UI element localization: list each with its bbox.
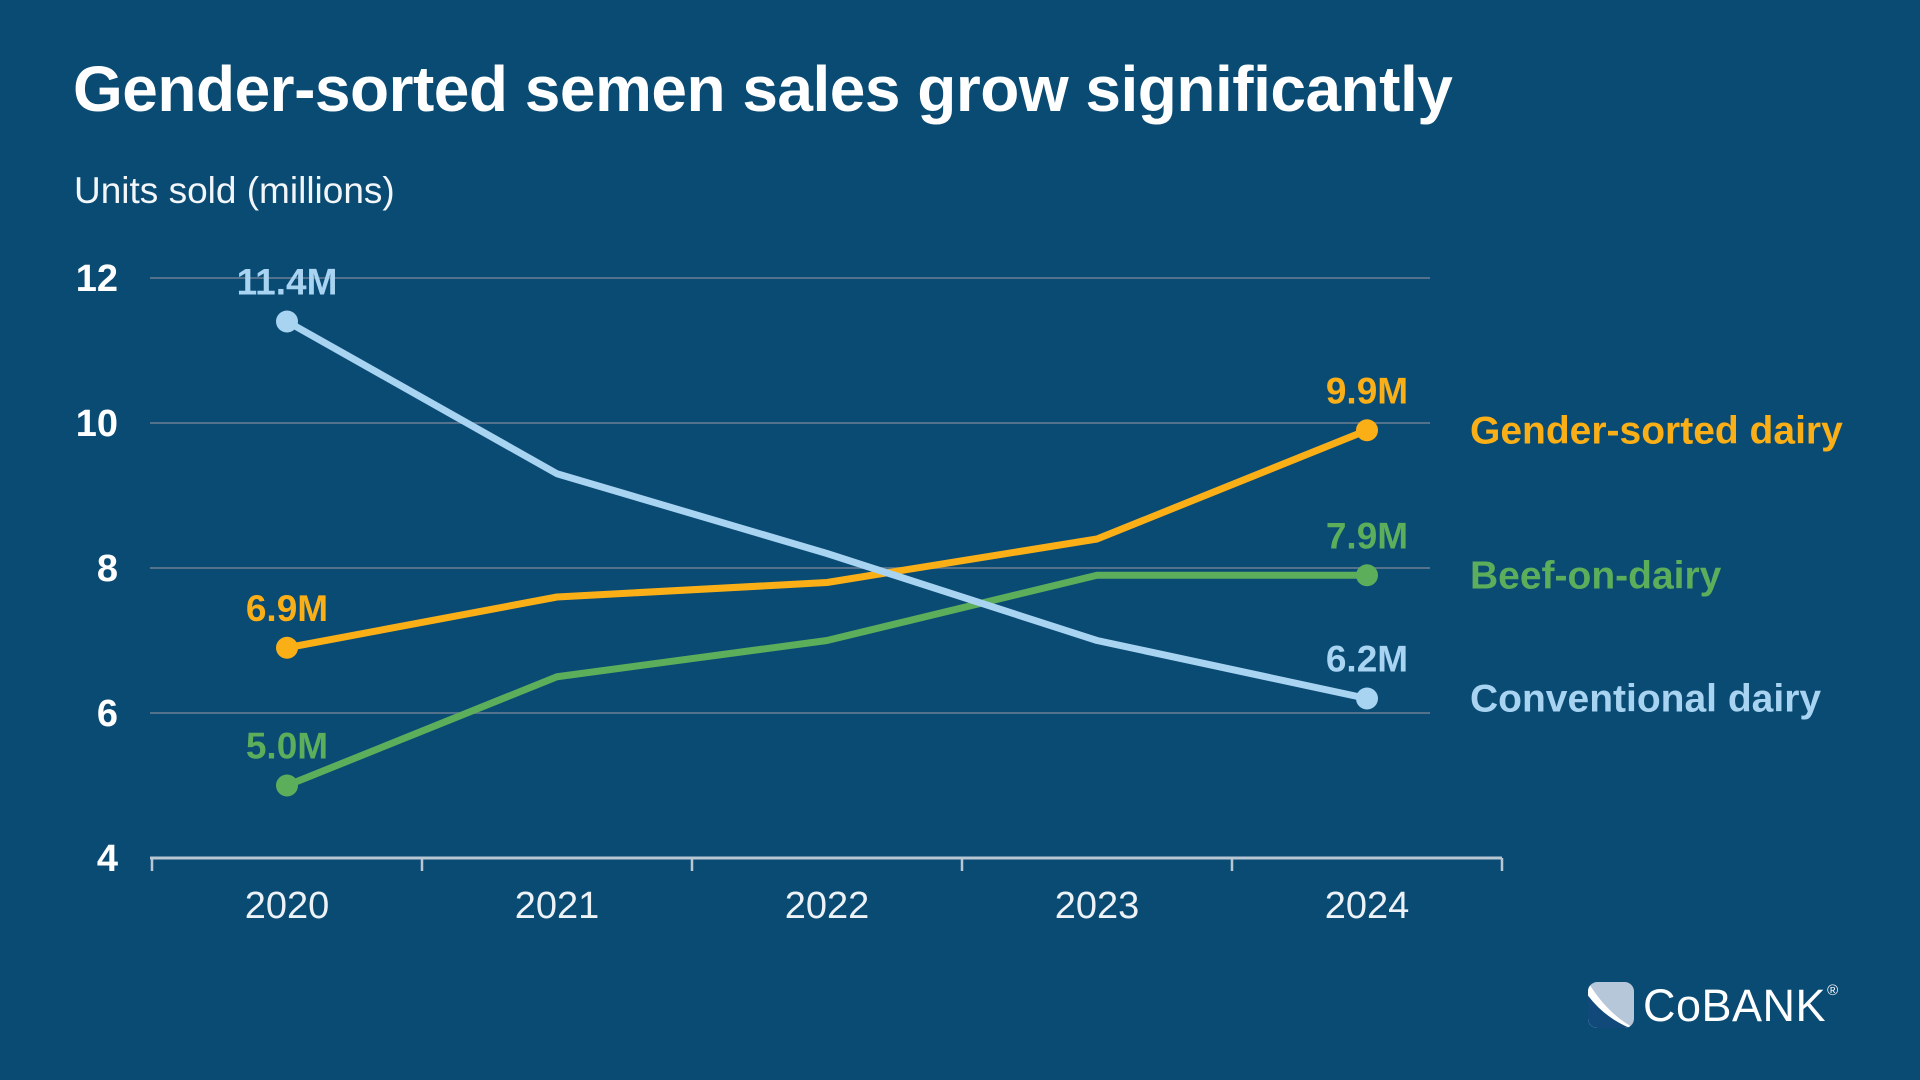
cobank-logo: CoBANK® bbox=[1588, 982, 1839, 1028]
series-line-gender-sorted-dairy bbox=[283, 426, 1371, 652]
x-axis-tick-label: 2022 bbox=[785, 885, 870, 927]
legend-label-beef-on-dairy: Beef-on-dairy bbox=[1470, 554, 1722, 597]
x-axis-tick-label: 2020 bbox=[245, 885, 330, 927]
registered-trademark-symbol: ® bbox=[1827, 981, 1839, 999]
x-axis-tick-label: 2021 bbox=[515, 885, 600, 927]
data-point-value-label-conventional-dairy: 6.2M bbox=[1326, 639, 1408, 680]
x-axis-tick-label: 2024 bbox=[1325, 885, 1410, 927]
cobank-logo-icon bbox=[1588, 982, 1634, 1028]
y-axis-tick-label: 4 bbox=[97, 838, 118, 880]
data-point-value-label-gender-sorted-dairy: 6.9M bbox=[246, 588, 328, 629]
y-axis-tick-label: 12 bbox=[76, 258, 118, 300]
y-axis-tick-label: 6 bbox=[97, 693, 118, 735]
data-point-value-label-conventional-dairy: 11.4M bbox=[237, 262, 338, 303]
data-point-marker-gender-sorted-dairy bbox=[276, 636, 298, 659]
legend-label-gender-sorted-dairy: Gender-sorted dairy bbox=[1470, 409, 1843, 452]
series-line-beef-on-dairy bbox=[283, 571, 1371, 789]
data-point-marker-beef-on-dairy bbox=[276, 774, 298, 797]
legend-label-conventional-dairy: Conventional dairy bbox=[1470, 678, 1821, 721]
page-title: Gender-sorted semen sales grow significa… bbox=[73, 53, 1453, 125]
data-point-value-label-gender-sorted-dairy: 9.9M bbox=[1326, 370, 1408, 411]
data-point-marker-beef-on-dairy bbox=[1356, 564, 1378, 587]
y-axis-units-label: Units sold (millions) bbox=[74, 170, 395, 211]
y-axis-tick-label: 10 bbox=[76, 403, 118, 445]
cobank-logo-text: CoBANK® bbox=[1643, 979, 1839, 1031]
y-axis-tick-label: 8 bbox=[97, 548, 118, 590]
series-line-conventional-dairy bbox=[283, 318, 1371, 702]
data-point-marker-conventional-dairy bbox=[276, 310, 298, 333]
data-point-marker-gender-sorted-dairy bbox=[1356, 419, 1378, 442]
x-axis-tick-label: 2023 bbox=[1055, 885, 1140, 927]
data-point-marker-conventional-dairy bbox=[1356, 687, 1378, 710]
data-point-value-label-beef-on-dairy: 5.0M bbox=[246, 726, 328, 767]
data-point-value-label-beef-on-dairy: 7.9M bbox=[1326, 515, 1408, 556]
